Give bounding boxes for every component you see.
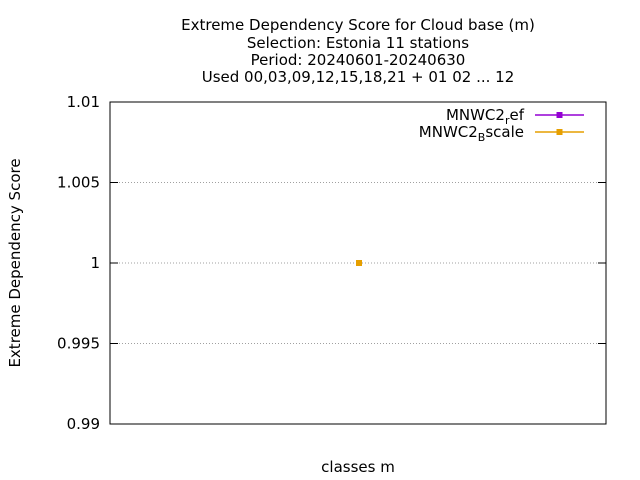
y-tick-label: 0.995	[57, 335, 100, 353]
legend-entry-mnwc2-bscale: MNWC2Bscale	[419, 123, 584, 144]
y-tick-label: 1.005	[57, 174, 100, 192]
legend-marker-mnwc2-bscale	[556, 129, 563, 135]
legend-marker-mnwc2-ref	[556, 112, 563, 118]
y-tick-label: 0.99	[67, 415, 100, 433]
y-tick-label: 1.01	[67, 93, 100, 111]
legend-label-mnwc2-bscale: MNWC2Bscale	[419, 123, 524, 144]
title-line-3: Period: 20240601-20240630	[251, 51, 466, 69]
legend-label-mnwc2-ref: MNWC2ref	[446, 106, 525, 127]
legend-entry-mnwc2-ref: MNWC2ref	[446, 106, 584, 127]
chart-title: Extreme Dependency Score for Cloud base …	[181, 16, 535, 86]
y-axis: 1.01 1.005 1 0.995 0.99	[57, 93, 606, 433]
title-line-4: Used 00,03,09,12,15,18,21 + 01 02 ... 12	[202, 68, 515, 86]
data-point-mnwc2-bscale	[356, 260, 362, 266]
title-line-1: Extreme Dependency Score for Cloud base …	[181, 16, 535, 34]
y-tick-label: 1	[90, 254, 100, 272]
title-line-2: Selection: Estonia 11 stations	[247, 34, 469, 52]
x-axis-label: classes m	[321, 458, 395, 476]
y-axis-label: Extreme Dependency Score	[6, 158, 24, 367]
data-points	[356, 260, 362, 266]
legend: MNWC2ref MNWC2Bscale	[419, 106, 584, 144]
